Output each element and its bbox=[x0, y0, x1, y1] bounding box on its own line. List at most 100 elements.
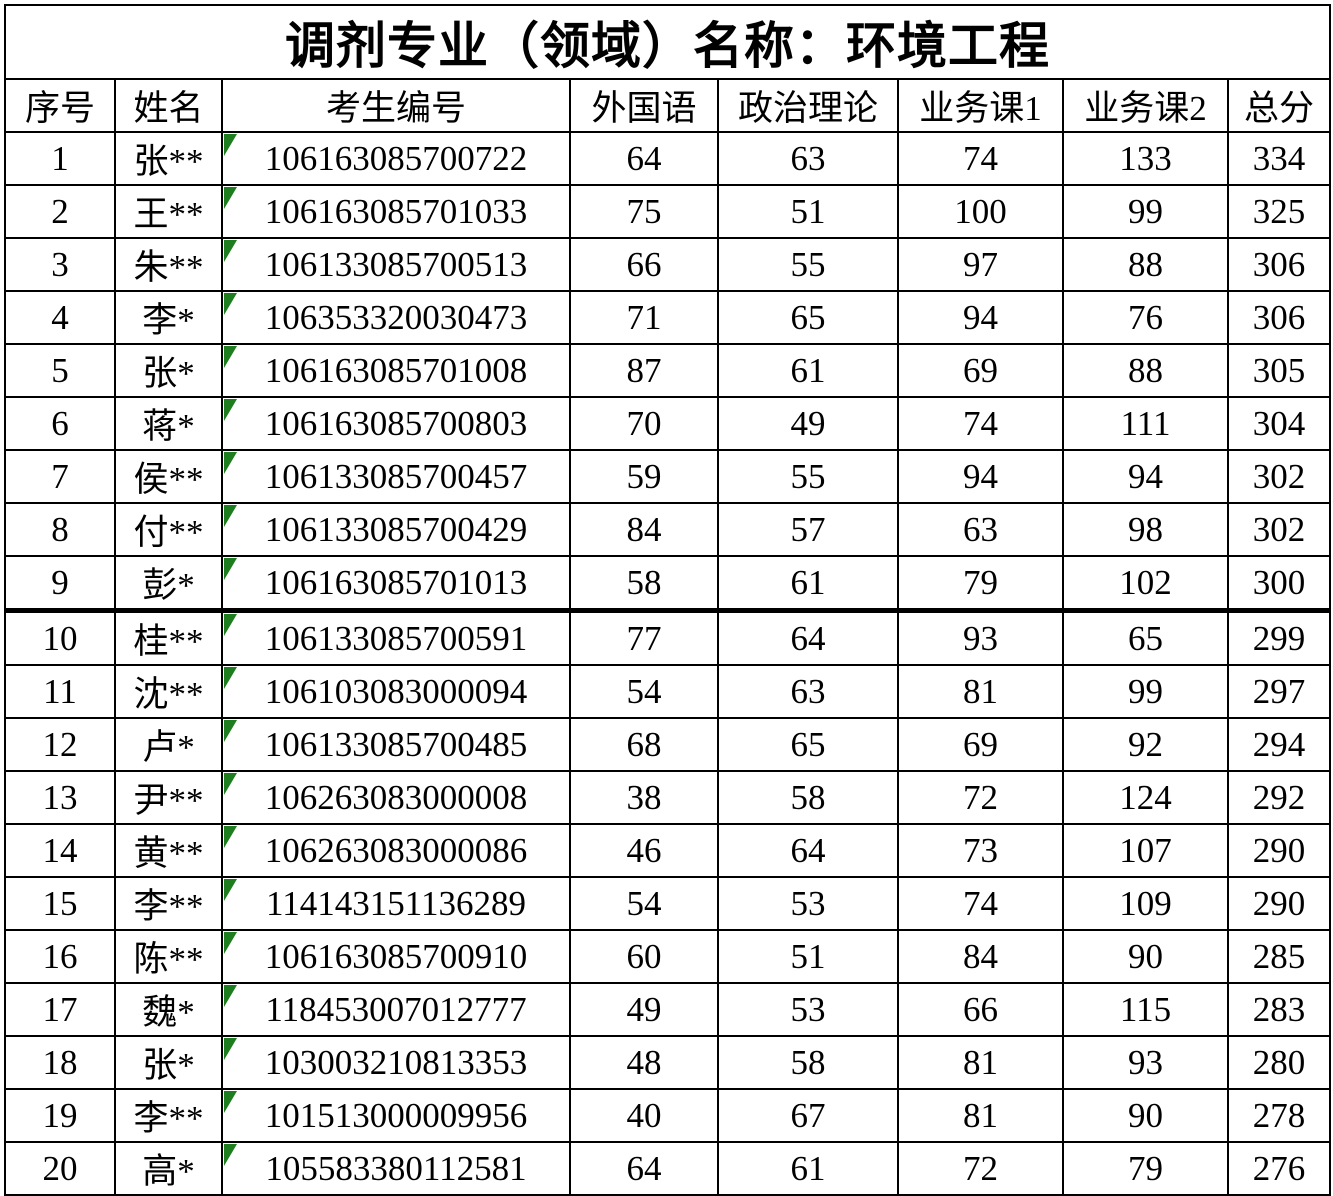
number-stored-as-text-indicator-icon bbox=[224, 558, 237, 580]
cell-value: 3 bbox=[51, 244, 69, 284]
cell-business-course-2: 88 bbox=[1062, 237, 1229, 292]
cell-value: 74 bbox=[963, 138, 998, 178]
cell-candidate-id: 103003210813353 bbox=[221, 1035, 571, 1090]
cell-value: 106163085701013 bbox=[264, 562, 528, 602]
cell-index: 16 bbox=[4, 929, 116, 984]
number-stored-as-text-indicator-icon bbox=[224, 240, 237, 262]
cell-foreign-language: 87 bbox=[569, 343, 719, 398]
cell-value: 王** bbox=[133, 195, 204, 234]
cell-value: 51 bbox=[790, 936, 826, 976]
cell-name: 付** bbox=[114, 502, 223, 557]
cell-candidate-id: 106133085700591 bbox=[221, 609, 571, 666]
cell-candidate-id: 106103083000094 bbox=[221, 664, 571, 719]
cell-candidate-id: 106133085700429 bbox=[221, 502, 571, 557]
cell-business-course-2: 109 bbox=[1062, 876, 1229, 931]
cell-name: 魏* bbox=[114, 982, 223, 1037]
cell-value: 124 bbox=[1119, 777, 1172, 817]
table-row: 1 张** 106163085700722 64 63 74 133 334 bbox=[4, 131, 1331, 186]
cell-candidate-id: 106133085700513 bbox=[221, 237, 571, 292]
cell-total-score: 276 bbox=[1227, 1141, 1331, 1196]
cell-candidate-id: 106163085700803 bbox=[221, 396, 571, 451]
cell-value: 106133085700457 bbox=[264, 456, 528, 496]
cell-candidate-id: 106353320030473 bbox=[221, 290, 571, 345]
cell-candidate-id: 101513000009956 bbox=[221, 1088, 571, 1143]
number-stored-as-text-indicator-icon bbox=[224, 932, 237, 954]
cell-value: 51 bbox=[790, 191, 826, 231]
cell-value: 61 bbox=[790, 1148, 826, 1188]
cell-value: 16 bbox=[42, 936, 78, 976]
cell-value: 292 bbox=[1252, 777, 1306, 817]
header-row: 序号 姓名 考生编号 外国语 政治理论 业务课1 业务课2 总分 bbox=[4, 78, 1331, 133]
cell-business-course-2: 94 bbox=[1062, 449, 1229, 504]
cell-total-score: 283 bbox=[1227, 982, 1331, 1037]
cell-business-course-2: 99 bbox=[1062, 184, 1229, 239]
cell-value: 17 bbox=[42, 989, 78, 1029]
cell-political-theory: 67 bbox=[717, 1088, 899, 1143]
table-row: 6 蒋* 106163085700803 70 49 74 111 304 bbox=[4, 396, 1331, 451]
table-row: 13 尹** 106263083000008 38 58 72 124 292 bbox=[4, 770, 1331, 825]
cell-foreign-language: 38 bbox=[569, 770, 719, 825]
cell-political-theory: 64 bbox=[717, 823, 899, 878]
cell-value: 106263083000086 bbox=[264, 830, 528, 870]
cell-value: 9 bbox=[51, 562, 69, 602]
cell-value: 13 bbox=[42, 777, 78, 817]
cell-candidate-id: 106263083000086 bbox=[221, 823, 571, 878]
cell-value: 6 bbox=[51, 403, 69, 443]
cell-total-score: 334 bbox=[1227, 131, 1331, 186]
cell-index: 1 bbox=[4, 131, 116, 186]
cell-business-course-2: 115 bbox=[1062, 982, 1229, 1037]
cell-value: 59 bbox=[626, 456, 662, 496]
cell-value: 49 bbox=[626, 989, 662, 1029]
table-row: 8 付** 106133085700429 84 57 63 98 302 bbox=[4, 502, 1331, 557]
cell-value: 李** bbox=[133, 887, 204, 926]
cell-value: 18 bbox=[42, 1042, 78, 1082]
cell-value: 306 bbox=[1252, 297, 1306, 337]
cell-foreign-language: 54 bbox=[569, 664, 719, 719]
cell-index: 4 bbox=[4, 290, 116, 345]
cell-value: 64 bbox=[790, 830, 826, 870]
cell-total-score: 297 bbox=[1227, 664, 1331, 719]
table-row: 4 李* 106353320030473 71 65 94 76 306 bbox=[4, 290, 1331, 345]
cell-value: 高* bbox=[142, 1152, 195, 1191]
cell-index: 3 bbox=[4, 237, 116, 292]
cell-value: 106103083000094 bbox=[264, 671, 528, 711]
cell-value: 65 bbox=[1128, 618, 1163, 658]
score-table: 调剂专业（领域）名称：环境工程 序号 姓名 考生编号 外国语 政治理论 业务课1… bbox=[4, 4, 1331, 1196]
cell-value: 58 bbox=[626, 562, 662, 602]
cell-value: 294 bbox=[1252, 724, 1306, 764]
cell-value: 72 bbox=[963, 777, 998, 817]
cell-value: 20 bbox=[42, 1148, 78, 1188]
number-stored-as-text-indicator-icon bbox=[224, 187, 237, 209]
cell-value: 张** bbox=[133, 142, 204, 181]
cell-value: 94 bbox=[1128, 456, 1163, 496]
cell-foreign-language: 60 bbox=[569, 929, 719, 984]
cell-value: 彭* bbox=[142, 566, 195, 605]
cell-business-course-1: 94 bbox=[897, 290, 1064, 345]
cell-name: 朱** bbox=[114, 237, 223, 292]
number-stored-as-text-indicator-icon bbox=[224, 134, 237, 156]
cell-value: 334 bbox=[1252, 138, 1306, 178]
cell-candidate-id: 106163085700722 bbox=[221, 131, 571, 186]
cell-business-course-1: 69 bbox=[897, 717, 1064, 772]
cell-business-course-2: 88 bbox=[1062, 343, 1229, 398]
cell-value: 299 bbox=[1252, 618, 1306, 658]
cell-political-theory: 61 bbox=[717, 555, 899, 613]
cell-value: 53 bbox=[790, 989, 826, 1029]
table-row: 2 王** 106163085701033 75 51 100 99 325 bbox=[4, 184, 1331, 239]
cell-total-score: 306 bbox=[1227, 290, 1331, 345]
cell-total-score: 280 bbox=[1227, 1035, 1331, 1090]
cell-index: 18 bbox=[4, 1035, 116, 1090]
cell-candidate-id: 106163085701008 bbox=[221, 343, 571, 398]
cell-value: 84 bbox=[626, 509, 662, 549]
cell-political-theory: 61 bbox=[717, 1141, 899, 1196]
cell-value: 106163085701033 bbox=[264, 191, 528, 231]
cell-business-course-1: 97 bbox=[897, 237, 1064, 292]
cell-value: 李** bbox=[133, 1099, 204, 1138]
cell-value: 46 bbox=[626, 830, 662, 870]
cell-value: 106133085700591 bbox=[264, 618, 528, 658]
number-stored-as-text-indicator-icon bbox=[224, 879, 237, 901]
cell-value: 107 bbox=[1119, 830, 1172, 870]
cell-value: 302 bbox=[1252, 456, 1306, 496]
cell-candidate-id: 106263083000008 bbox=[221, 770, 571, 825]
cell-value: 63 bbox=[963, 509, 998, 549]
